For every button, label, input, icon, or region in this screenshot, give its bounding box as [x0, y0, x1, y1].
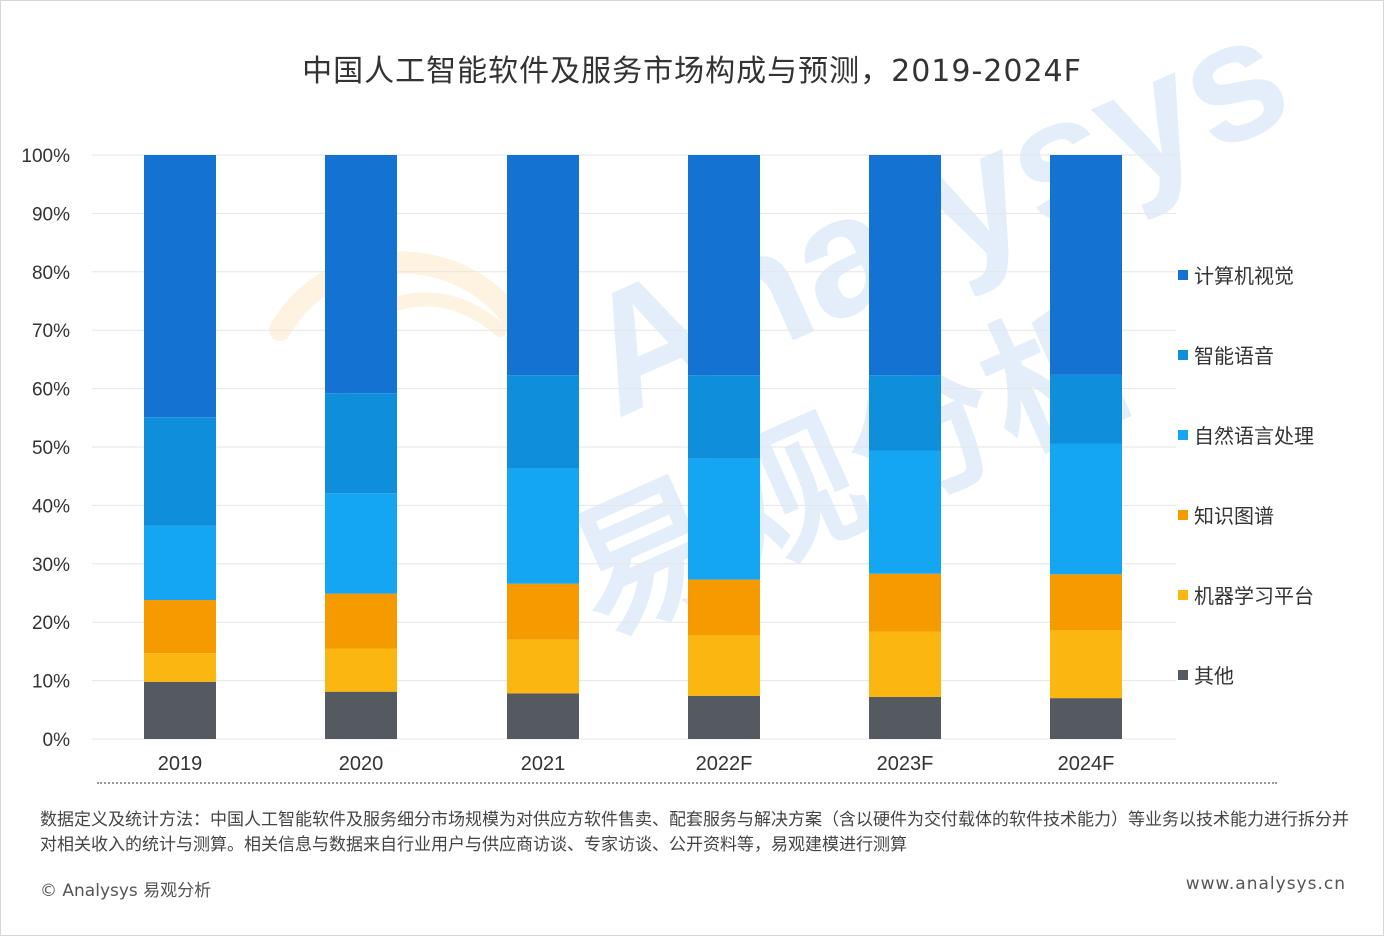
- x-tick-label: 2024F: [1058, 753, 1115, 775]
- y-tick-label: 20%: [32, 613, 70, 634]
- bar-segment: [869, 573, 941, 632]
- legend-label: 自然语言处理: [1194, 424, 1314, 448]
- legend-swatch: [1178, 669, 1188, 680]
- copyright-text: © Analysys 易观分析: [40, 881, 212, 901]
- x-tick-label: 2022F: [696, 753, 753, 775]
- legend-label: 计算机视觉: [1194, 264, 1294, 288]
- bar-segment: [1050, 155, 1122, 375]
- bar-segment: [688, 155, 760, 376]
- bar-segment: [869, 375, 941, 451]
- legend-item: 其他: [1178, 660, 1234, 689]
- bar-segment: [325, 155, 397, 394]
- dotted-divider: [97, 782, 1277, 784]
- bar-segment: [325, 493, 397, 594]
- bar-segment: [1050, 698, 1122, 739]
- y-tick-label: 0%: [43, 730, 71, 751]
- legend-item: 知识图谱: [1178, 500, 1274, 529]
- y-tick-label: 60%: [32, 380, 70, 401]
- legend-label: 其他: [1194, 664, 1234, 688]
- legend-item: 自然语言处理: [1178, 420, 1314, 449]
- y-tick-label: 30%: [32, 555, 70, 576]
- website-text: www.analysys.cn: [1185, 874, 1346, 894]
- x-tick-label: 2021: [521, 753, 566, 775]
- bar-segment: [144, 653, 216, 682]
- y-tick-label: 90%: [32, 204, 70, 225]
- legend-item: 智能语音: [1178, 340, 1274, 369]
- y-tick-label: 70%: [32, 321, 70, 342]
- y-tick-label: 40%: [32, 496, 70, 517]
- chart-title: 中国人工智能软件及服务市场构成与预测，2019-2024F: [302, 54, 1082, 89]
- bar-segment: [325, 691, 397, 739]
- legend-label: 知识图谱: [1194, 504, 1274, 528]
- bar-segment: [869, 696, 941, 739]
- bar-segment: [1050, 630, 1122, 699]
- bar-segment: [325, 648, 397, 692]
- bar-segment: [869, 450, 941, 574]
- bar-segment: [688, 579, 760, 636]
- legend-swatch: [1178, 589, 1188, 600]
- bar-segment: [507, 583, 579, 640]
- bar-segment: [869, 155, 941, 376]
- legend-item: 计算机视觉: [1178, 260, 1294, 289]
- bar-segment: [1050, 574, 1122, 631]
- bar-segment: [1050, 374, 1122, 444]
- bar-segment: [688, 635, 760, 696]
- bar-segment: [144, 525, 216, 601]
- legend-swatch: [1178, 429, 1188, 440]
- stacked-bar-chart: 0% 10% 20% 30% 40% 50% 60% 70% 80% 90% 100% 2019 202…: [21, 146, 1176, 775]
- x-tick-label: 2020: [339, 753, 384, 775]
- bar-segment: [869, 631, 941, 697]
- x-tick-label: 2019: [158, 753, 203, 775]
- bar-segment: [1050, 443, 1122, 575]
- y-tick-label: 80%: [32, 263, 70, 284]
- y-tick-label: 50%: [32, 438, 70, 459]
- bar-segment: [507, 375, 579, 469]
- bar-segment: [507, 693, 579, 739]
- bar-segment: [144, 417, 216, 526]
- legend-swatch: [1178, 269, 1188, 280]
- bar-segment: [688, 458, 760, 580]
- bar-segment: [507, 155, 579, 376]
- y-tick-label: 100%: [21, 146, 70, 167]
- x-tick-label: 2023F: [877, 753, 934, 775]
- legend-swatch: [1178, 509, 1188, 520]
- legend-label: 智能语音: [1194, 344, 1274, 368]
- legend-item: 机器学习平台: [1178, 580, 1314, 609]
- bar-segment: [144, 600, 216, 654]
- bar-segment: [507, 468, 579, 584]
- bar-segment: [144, 155, 216, 418]
- y-tick-label: 10%: [32, 672, 70, 693]
- bar-segment: [144, 681, 216, 739]
- methodology-note: 数据定义及统计方法：中国人工智能软件及服务细分市场规模为对供应方软件售卖、配套服…: [40, 810, 1349, 855]
- legend-label: 机器学习平台: [1194, 584, 1314, 608]
- legend-swatch: [1178, 349, 1188, 360]
- bar-segment: [507, 639, 579, 694]
- bar-segment: [325, 593, 397, 649]
- bar-segment: [688, 695, 760, 739]
- bar-segment: [688, 375, 760, 459]
- bar-segment: [325, 393, 397, 494]
